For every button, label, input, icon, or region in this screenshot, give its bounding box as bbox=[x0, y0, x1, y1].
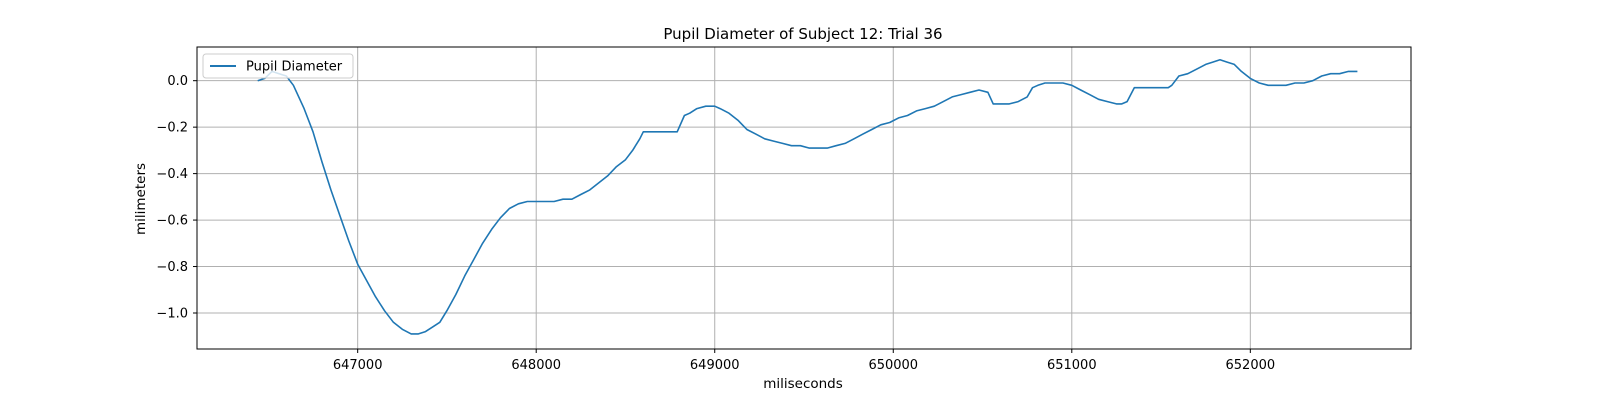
chart-title: Pupil Diameter of Subject 12: Trial 36 bbox=[663, 25, 942, 43]
y-tick-label: −1.0 bbox=[156, 306, 188, 321]
series-layer bbox=[257, 58, 1358, 335]
x-tick-label: 650000 bbox=[868, 358, 918, 373]
plot-area-border bbox=[196, 46, 1412, 350]
y-axis-label: milimeters bbox=[133, 163, 149, 235]
y-tick-label: −0.6 bbox=[156, 214, 188, 229]
series-line-pupil-diameter bbox=[257, 58, 1358, 335]
legend-label: Pupil Diameter bbox=[246, 60, 343, 75]
y-tick-label: −0.8 bbox=[156, 260, 188, 275]
x-tick-label: 647000 bbox=[333, 358, 383, 373]
legend-box bbox=[202, 53, 354, 79]
x-tick-label: 648000 bbox=[511, 358, 561, 373]
x-tick-label: 651000 bbox=[1047, 358, 1097, 373]
grid-layer bbox=[197, 47, 1411, 349]
legend: Pupil Diameter bbox=[202, 53, 354, 79]
y-tick-label: −0.2 bbox=[156, 121, 188, 136]
axes-frame bbox=[196, 46, 1412, 350]
x-axis-label: miliseconds bbox=[763, 376, 843, 392]
tick-layer: 647000 648000 649000 650000 651000 652000 0.0 −… bbox=[156, 74, 1275, 373]
x-tick-label: 652000 bbox=[1226, 358, 1276, 373]
y-tick-label: 0.0 bbox=[167, 74, 188, 89]
x-tick-label: 649000 bbox=[690, 358, 740, 373]
y-tick-label: −0.4 bbox=[156, 167, 188, 182]
